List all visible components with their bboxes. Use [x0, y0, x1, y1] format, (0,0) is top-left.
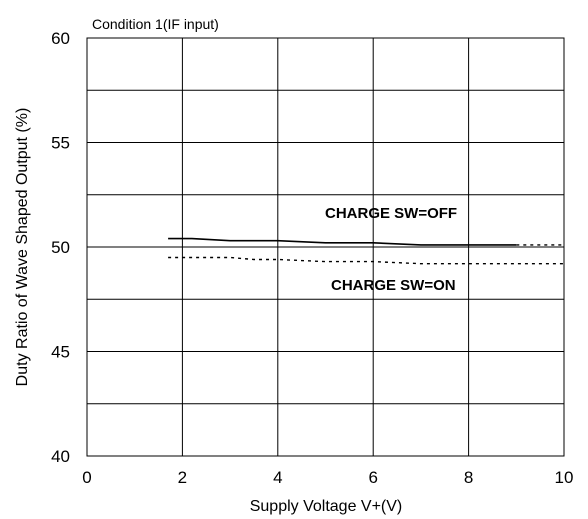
series-label-charge-sw-off: CHARGE SW=OFF [325, 205, 457, 222]
x-tick-label: 2 [178, 468, 187, 487]
y-tick-label: 50 [51, 238, 70, 257]
series-line-2 [168, 256, 564, 265]
plot-frame [86, 37, 565, 457]
series-line-0 [168, 237, 517, 246]
series-label-charge-sw-on: CHARGE SW=ON [331, 277, 456, 294]
y-tick-label: 60 [51, 29, 70, 48]
y-tick-label: 40 [51, 447, 70, 466]
series-layer [168, 237, 564, 265]
grid [87, 38, 564, 456]
x-axis-label: Supply Voltage V+(V) [250, 498, 403, 515]
x-tick-label: 6 [368, 468, 377, 487]
x-tick-label: 4 [273, 468, 282, 487]
y-tick-label: 55 [51, 134, 70, 153]
y-axis-label: Duty Ratio of Wave Shaped Output (%) [14, 108, 31, 387]
x-tick-label: 8 [464, 468, 473, 487]
y-tick-label: 45 [51, 343, 70, 362]
x-tick-label: 10 [555, 468, 574, 487]
tick-labels: 0 2 4 6 8 10 40 45 50 55 60 [51, 29, 573, 487]
chart-note: Condition 1(IF input) [92, 16, 219, 32]
x-tick-label: 0 [82, 468, 91, 487]
